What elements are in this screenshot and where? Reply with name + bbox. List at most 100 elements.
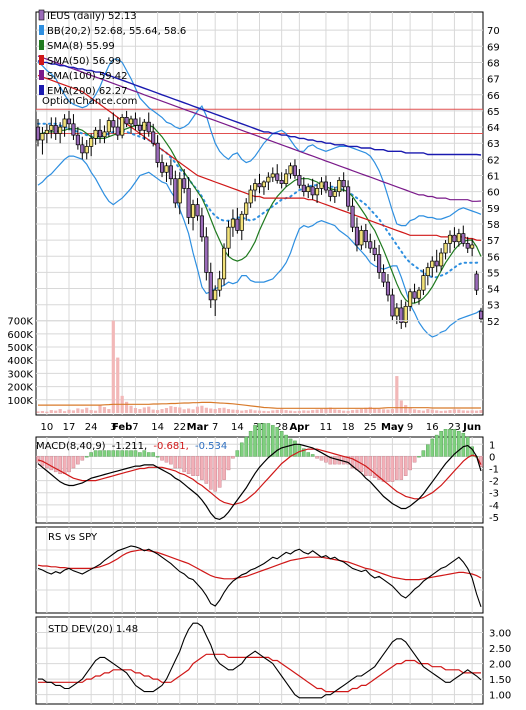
candle-body [106,120,111,133]
price-tick-label: 59 [487,204,500,215]
candle-body [168,165,173,180]
rs-average-line [37,549,482,581]
macd-histogram-bar [275,427,280,457]
volume-bar [182,409,186,413]
macd-histogram-bar [333,456,337,465]
std-tick-label: 2.50 [489,644,511,655]
volume-bar [36,411,40,413]
candle-body [199,215,204,238]
candle-body [80,144,85,154]
volume-bar [67,409,71,413]
macd-histogram-bar [102,450,107,457]
candle-body [306,186,311,192]
macd-histogram-bar [302,448,306,457]
volume-bar [355,409,359,413]
candle-body [239,213,244,231]
candle-body [244,202,249,215]
macd-histogram-bar [381,456,386,482]
legend-entry: SMA(8) 55.99 [47,41,115,52]
volume-bar [71,410,76,413]
macd-histogram-bar [452,429,457,457]
volume-bar [381,409,386,413]
volume-bar [54,410,58,413]
candle-body [248,189,253,204]
candle-body [261,181,266,188]
macd-histogram-bar [248,430,253,457]
volume-bar [368,406,372,413]
candle-body [186,188,191,218]
candle-body [66,118,72,125]
volume-bar [116,357,120,413]
macd-histogram-bar [107,450,111,457]
macd-label: MACD(8,40,9) -1.211, -0.681, -0.534 [36,441,227,452]
volume-bar [474,410,479,413]
rs-label: RS vs SPY [48,532,98,543]
macd-histogram-bar [186,456,191,475]
candle-body [297,175,302,186]
macd-histogram-bar [111,450,116,457]
volume-bar [195,406,200,413]
candle-body [354,226,360,246]
price-tick-label: 68 [487,58,500,69]
macd-histogram-bar [84,456,89,458]
price-tick-label: 52 [487,317,500,328]
volume-bar [173,406,177,413]
std-panel: 3.00 2.50 2.00 1.50 1.00 [36,622,511,702]
macd-histogram-bar [430,438,435,457]
macd-histogram-bar [169,456,173,465]
std-tick-label: 1.50 [489,675,511,686]
volume-bar [164,407,169,413]
volume-bar [209,408,213,413]
volume-bar [111,320,115,413]
rs-panel [36,545,483,607]
volume-bar [404,405,408,413]
macd-histogram-bar [53,456,58,473]
candle-body [137,125,142,131]
volume-average-line [38,401,481,409]
candle-body [332,191,337,197]
x-tick-label: Mar [187,422,209,433]
price-tick-label: 64 [487,123,500,134]
x-tick-label: 17 [63,422,76,433]
candle-body [230,218,235,228]
macd-histogram-bar [62,456,67,475]
macd-histogram-bar [191,456,195,476]
candle-body [71,123,76,136]
candle-body [434,260,439,267]
sma8-line [38,124,482,304]
legend-swatch [39,25,44,35]
macd-histogram-bar [195,456,200,476]
candle-body [40,133,45,141]
candle-body [394,307,399,317]
volume-bar [399,400,403,413]
volume-bar [479,410,483,413]
candle-body [359,230,364,246]
volume-bar [62,411,67,413]
legend-swatch [38,9,45,21]
candle-body [173,178,178,204]
volume-bar [412,409,417,413]
macd-tick-label: -2 [489,477,499,488]
x-tick-label: 25 [364,422,377,433]
volume-bar [359,409,363,413]
volume-bar [395,376,399,413]
volume-bar [342,410,346,413]
macd-histogram-bar [293,440,297,457]
candle-body [478,310,484,320]
price-tick-label: 63 [487,139,500,150]
macd-histogram-bar [443,429,448,457]
std-tick-label: 3.00 [489,629,511,640]
volume-bar [226,409,231,413]
volume-bar [266,411,270,413]
macd-histogram-bar [71,456,76,469]
macd-histogram-bar [217,456,222,488]
legend-swatch [39,70,44,80]
candle-body [204,236,209,273]
macd-histogram-bar [244,436,249,457]
watermark-text: OptionChance.com [42,96,137,107]
macd-histogram-bar [457,430,461,457]
volume-bar [333,409,337,413]
volume-bar [218,407,222,413]
candle-body [89,138,94,147]
